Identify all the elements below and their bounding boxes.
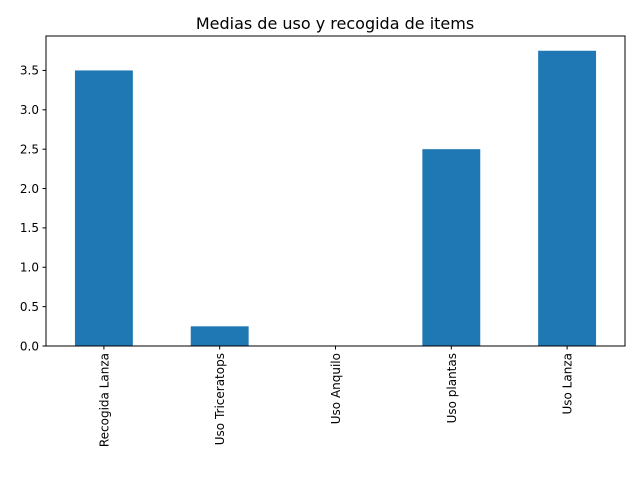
y-tick-label-3: 1.5 <box>20 221 39 235</box>
bar-3 <box>422 149 481 346</box>
x-tick-label-2: Uso Anquilo <box>329 353 343 424</box>
y-tick-label-5: 2.5 <box>20 142 39 156</box>
bar-4 <box>538 50 597 346</box>
x-axis: Recogida Lanza Uso Triceratops Uso Anquilo… <box>97 346 575 447</box>
y-tick-label-1: 0.5 <box>20 300 39 314</box>
x-tick-label-4: Uso Lanza <box>561 353 575 415</box>
y-tick-label-0: 0.0 <box>20 339 39 353</box>
bar-1 <box>190 326 249 346</box>
y-tick-label-2: 1.0 <box>20 261 39 275</box>
bars-layer <box>74 50 597 346</box>
x-tick-label-3: Uso plantas <box>445 353 459 423</box>
y-axis: 0.0 0.5 1.0 1.5 2.0 2.5 3.0 3.5 <box>20 64 46 353</box>
y-tick-label-6: 3.0 <box>20 103 39 117</box>
x-tick-label-1: Uso Triceratops <box>213 353 227 445</box>
chart-title: Medias de uso y recogida de items <box>196 14 474 33</box>
y-tick-label-4: 2.0 <box>20 182 39 196</box>
x-tick-label-0: Recogida Lanza <box>97 353 111 447</box>
bar-0 <box>74 70 133 346</box>
y-tick-label-7: 3.5 <box>20 64 39 78</box>
